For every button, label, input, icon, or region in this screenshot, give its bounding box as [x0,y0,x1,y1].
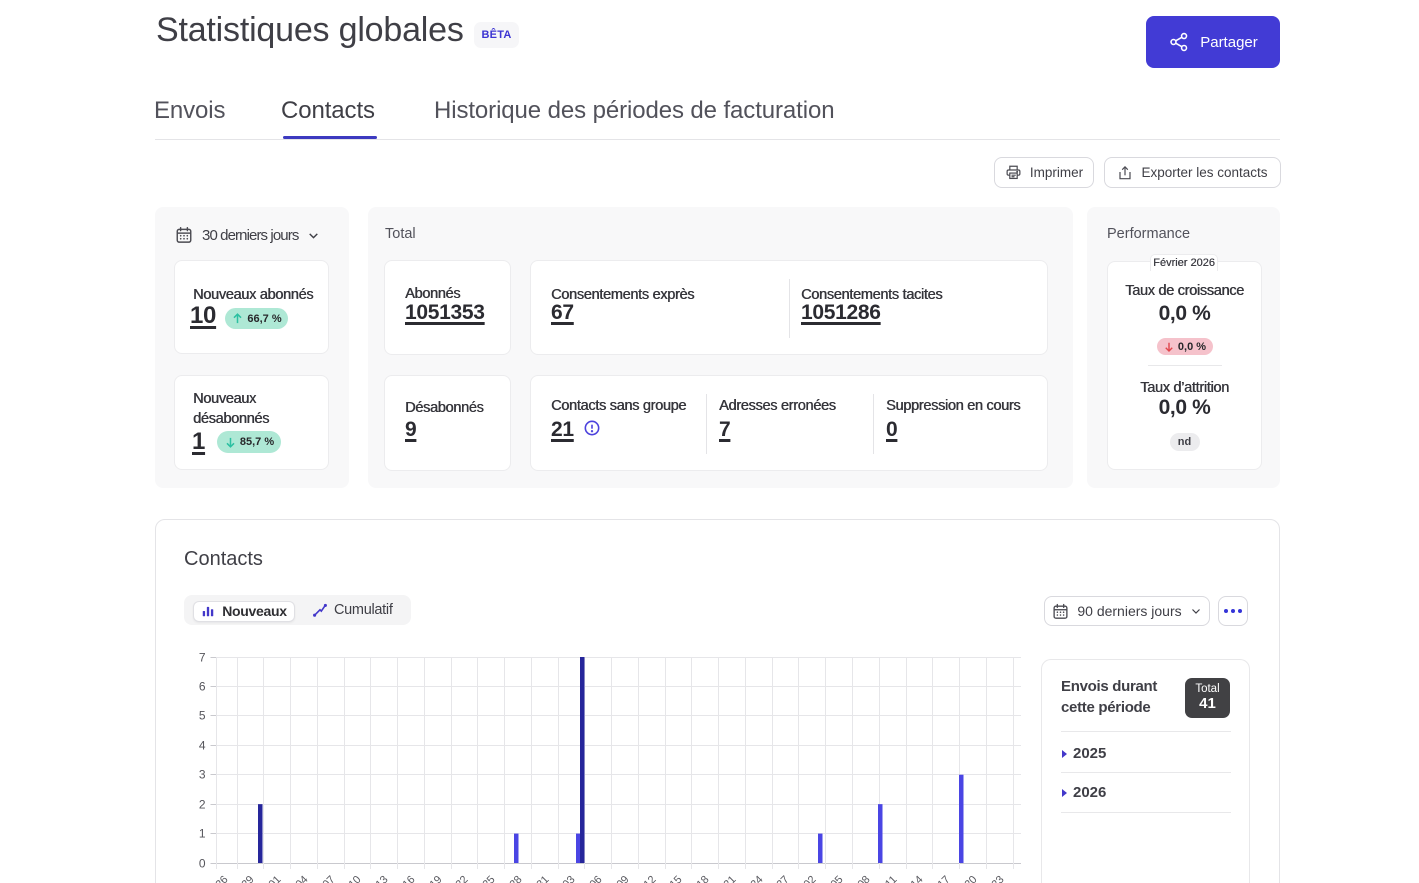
svg-text:12: 12 [641,874,658,883]
svg-text:21: 21 [721,874,738,883]
svg-text:16: 16 [400,874,417,883]
svg-text:31: 31 [534,874,551,883]
svg-text:10: 10 [346,874,363,883]
svg-text:22: 22 [453,874,470,883]
svg-text:05: 05 [828,874,845,883]
svg-text:5: 5 [199,709,206,723]
svg-text:28: 28 [507,874,524,883]
svg-text:6: 6 [199,680,206,694]
svg-text:1: 1 [199,827,206,841]
svg-text:02: 02 [801,874,818,883]
svg-text:0: 0 [199,857,206,871]
svg-text:29: 29 [239,874,256,883]
svg-text:14: 14 [908,874,925,883]
svg-text:3: 3 [199,768,206,782]
svg-text:01: 01 [266,874,283,883]
svg-text:11: 11 [883,874,900,883]
svg-text:23: 23 [989,874,1006,883]
svg-text:19: 19 [427,874,444,883]
svg-text:7: 7 [199,651,206,665]
svg-text:17: 17 [935,874,952,883]
svg-text:04: 04 [293,874,310,883]
svg-text:18: 18 [694,874,711,883]
svg-text:08: 08 [855,874,872,883]
svg-text:25: 25 [480,874,497,883]
svg-text:03: 03 [560,874,577,883]
svg-text:24: 24 [748,874,765,883]
svg-text:07: 07 [320,874,337,883]
svg-text:4: 4 [199,739,206,753]
svg-text:15: 15 [667,874,684,883]
svg-text:09: 09 [614,874,631,883]
svg-text:13: 13 [373,874,390,883]
svg-text:06: 06 [587,874,604,883]
svg-text:27: 27 [774,874,791,883]
svg-text:2: 2 [199,798,206,812]
svg-text:20: 20 [962,874,979,883]
svg-text:26: 26 [213,874,230,883]
